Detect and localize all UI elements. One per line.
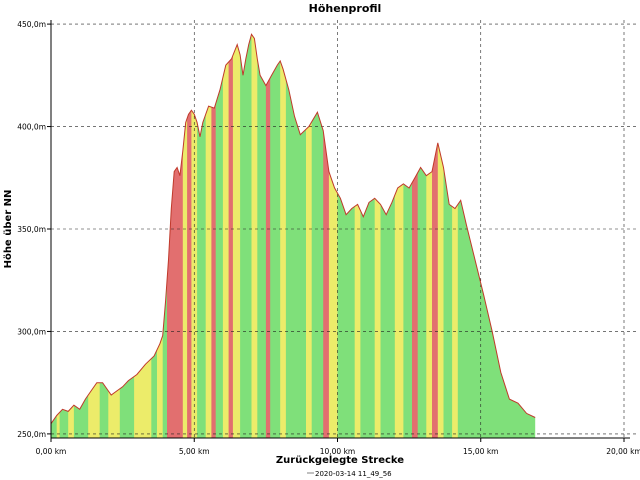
slope-band (328, 34, 338, 438)
slope-band (187, 34, 192, 438)
slope-band (417, 34, 427, 438)
slope-band (240, 34, 252, 438)
x-tick-label: 10,00 km (320, 447, 356, 456)
y-tick-label: 350,0m (17, 225, 46, 234)
slope-band (257, 34, 267, 438)
y-tick-label: 250,0m (17, 430, 46, 439)
slope-band (280, 34, 287, 438)
slope-band (426, 34, 433, 438)
slope-band (285, 34, 307, 438)
slope-band (394, 34, 404, 438)
chart-title: Höhenprofil (309, 2, 382, 15)
elevation-line (50, 33, 536, 424)
slope-band (211, 34, 217, 438)
slope-band (374, 34, 381, 438)
slope-band (270, 34, 281, 438)
slope-band (265, 34, 271, 438)
legend-label: 2020-03-14 11_49_56 (315, 470, 392, 478)
y-ticks: 250,0m 300,0m 350,0m 400,0m 450,0m (17, 20, 51, 439)
slope-band (323, 34, 330, 438)
slope-band (354, 34, 361, 438)
grid-lines (51, 20, 638, 438)
x-tick-label: 20,00 km (606, 447, 640, 456)
slope-band (360, 34, 376, 438)
slope-band (232, 34, 241, 438)
x-tick-label: 0,00 km (36, 447, 67, 456)
slope-band (228, 34, 234, 438)
slope-band (412, 34, 419, 438)
slope-band (452, 34, 459, 438)
slope-band (119, 34, 135, 438)
slope-band (205, 34, 212, 438)
slope-band (437, 34, 444, 438)
slope-band (182, 34, 188, 438)
slope-band (311, 34, 324, 438)
x-ticks: 0,00 km 5,00 km 10,00 km 15,00 km 20,00 km (36, 438, 640, 456)
slope-band (403, 34, 413, 438)
slope-band (197, 34, 207, 438)
slope-band (443, 34, 453, 438)
x-tick-label: 5,00 km (179, 447, 210, 456)
y-axis-label: Höhe über NN (3, 190, 14, 269)
slope-band (222, 34, 229, 438)
slope-band (251, 34, 258, 438)
slope-band (215, 34, 224, 438)
y-tick-label: 300,0m (17, 327, 46, 336)
y-tick-label: 400,0m (17, 123, 46, 132)
x-axis-label: Zurückgelegte Strecke (276, 455, 404, 466)
x-tick-label: 15,00 km (463, 447, 499, 456)
slope-band (167, 34, 184, 438)
y-tick-label: 450,0m (17, 20, 46, 29)
legend: 2020-03-14 11_49_56 (307, 470, 392, 478)
slope-band (306, 34, 313, 438)
slope-band (432, 34, 439, 438)
